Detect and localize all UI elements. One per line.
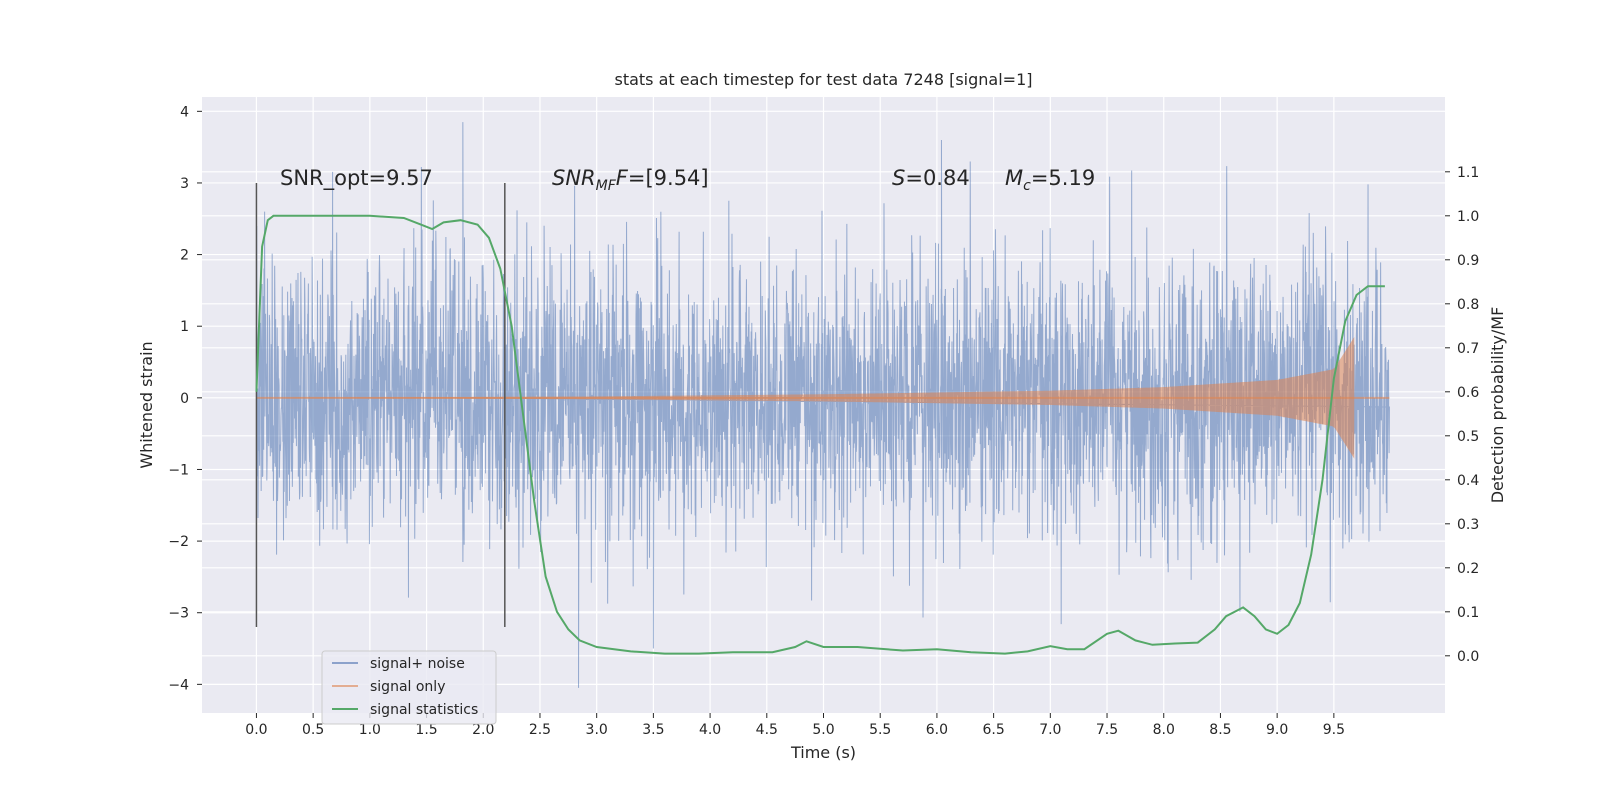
y-axis-label: Whitened strain (137, 341, 156, 468)
annotation-s: S=0.84 (892, 166, 970, 190)
y2-tick-label: 0.7 (1457, 341, 1479, 357)
y2-tick-label: 0.6 (1457, 385, 1479, 401)
y2-tick-label: 1.0 (1457, 209, 1479, 225)
x-tick-label: 5.5 (869, 722, 891, 738)
x-tick-label: 1.5 (415, 722, 437, 738)
x-tick-label: 5.0 (812, 722, 834, 738)
y2-tick-label: 0.8 (1457, 297, 1479, 313)
plot-content (255, 122, 1390, 688)
x-tick-label: 9.5 (1323, 722, 1345, 738)
legend-label-signal-statistics: signal statistics (370, 702, 478, 718)
y2-tick-label: 1.1 (1457, 165, 1479, 181)
y-tick-label: −4 (168, 677, 189, 693)
chart-title: stats at each timestep for test data 724… (614, 70, 1032, 89)
x-tick-label: 2.5 (529, 722, 551, 738)
x-tick-label: 6.5 (982, 722, 1004, 738)
x-tick-label: 6.0 (926, 722, 948, 738)
annotation-snr-opt: SNR_opt=9.57 (280, 166, 433, 191)
y-tick-label: −1 (168, 462, 189, 478)
x-tick-label: 4.0 (699, 722, 721, 738)
legend-box (321, 650, 497, 725)
x-tick-label: 3.0 (586, 722, 608, 738)
legend-label-signal-plus-noise: signal+ noise (370, 656, 465, 672)
y-tick-label: 1 (180, 319, 189, 335)
y2-axis-label: Detection probability/MF (1488, 307, 1507, 504)
y2-tick-label: 0.1 (1457, 605, 1479, 621)
y-tick-label: 3 (180, 176, 189, 192)
annotation-snr-mf: SNRMFF=[9.54] (552, 166, 709, 194)
x-tick-label: 8.0 (1153, 722, 1175, 738)
y2-tick-label: 0.3 (1457, 517, 1479, 533)
x-tick-label: 0.0 (245, 722, 267, 738)
x-tick-label: 4.5 (756, 722, 778, 738)
y2-tick-label: 0.2 (1457, 561, 1479, 577)
y2-tick-label: 0.5 (1457, 429, 1479, 445)
x-tick-label: 1.0 (359, 722, 381, 738)
window-lines (255, 182, 506, 628)
annotation-mc: Mc=5.19 (1005, 166, 1095, 194)
x-tick-label: 9.0 (1266, 722, 1288, 738)
legend-label-signal-only: signal only (370, 679, 445, 695)
y-tick-label: 2 (180, 248, 189, 264)
legend: signal+ noise signal only signal statist… (321, 650, 497, 725)
x-tick-label: 7.0 (1039, 722, 1061, 738)
x-tick-label: 2.0 (472, 722, 494, 738)
x-axis-label: Time (s) (790, 743, 856, 762)
x-tick-label: 8.5 (1209, 722, 1231, 738)
series-signal-plus-noise (255, 122, 1390, 688)
axis-ticks: 0.0 0.5 1.0 1.5 2.0 2.5 3.0 3.5 4.0 4.5 5.0 5.5 6.0 6… (168, 104, 1479, 738)
y-tick-label: 0 (180, 391, 189, 407)
series-signal-statistics (255, 214, 1385, 655)
x-tick-label: 3.5 (642, 722, 664, 738)
y-tick-label: −2 (168, 534, 189, 550)
y2-tick-label: 0.9 (1457, 253, 1479, 269)
y2-tick-label: 0.0 (1457, 649, 1479, 665)
y-tick-label: 4 (180, 104, 189, 120)
y2-tick-label: 0.4 (1457, 473, 1479, 489)
x-tick-label: 0.5 (302, 722, 324, 738)
x-tick-label: 7.5 (1096, 722, 1118, 738)
y-tick-label: −3 (168, 606, 189, 622)
